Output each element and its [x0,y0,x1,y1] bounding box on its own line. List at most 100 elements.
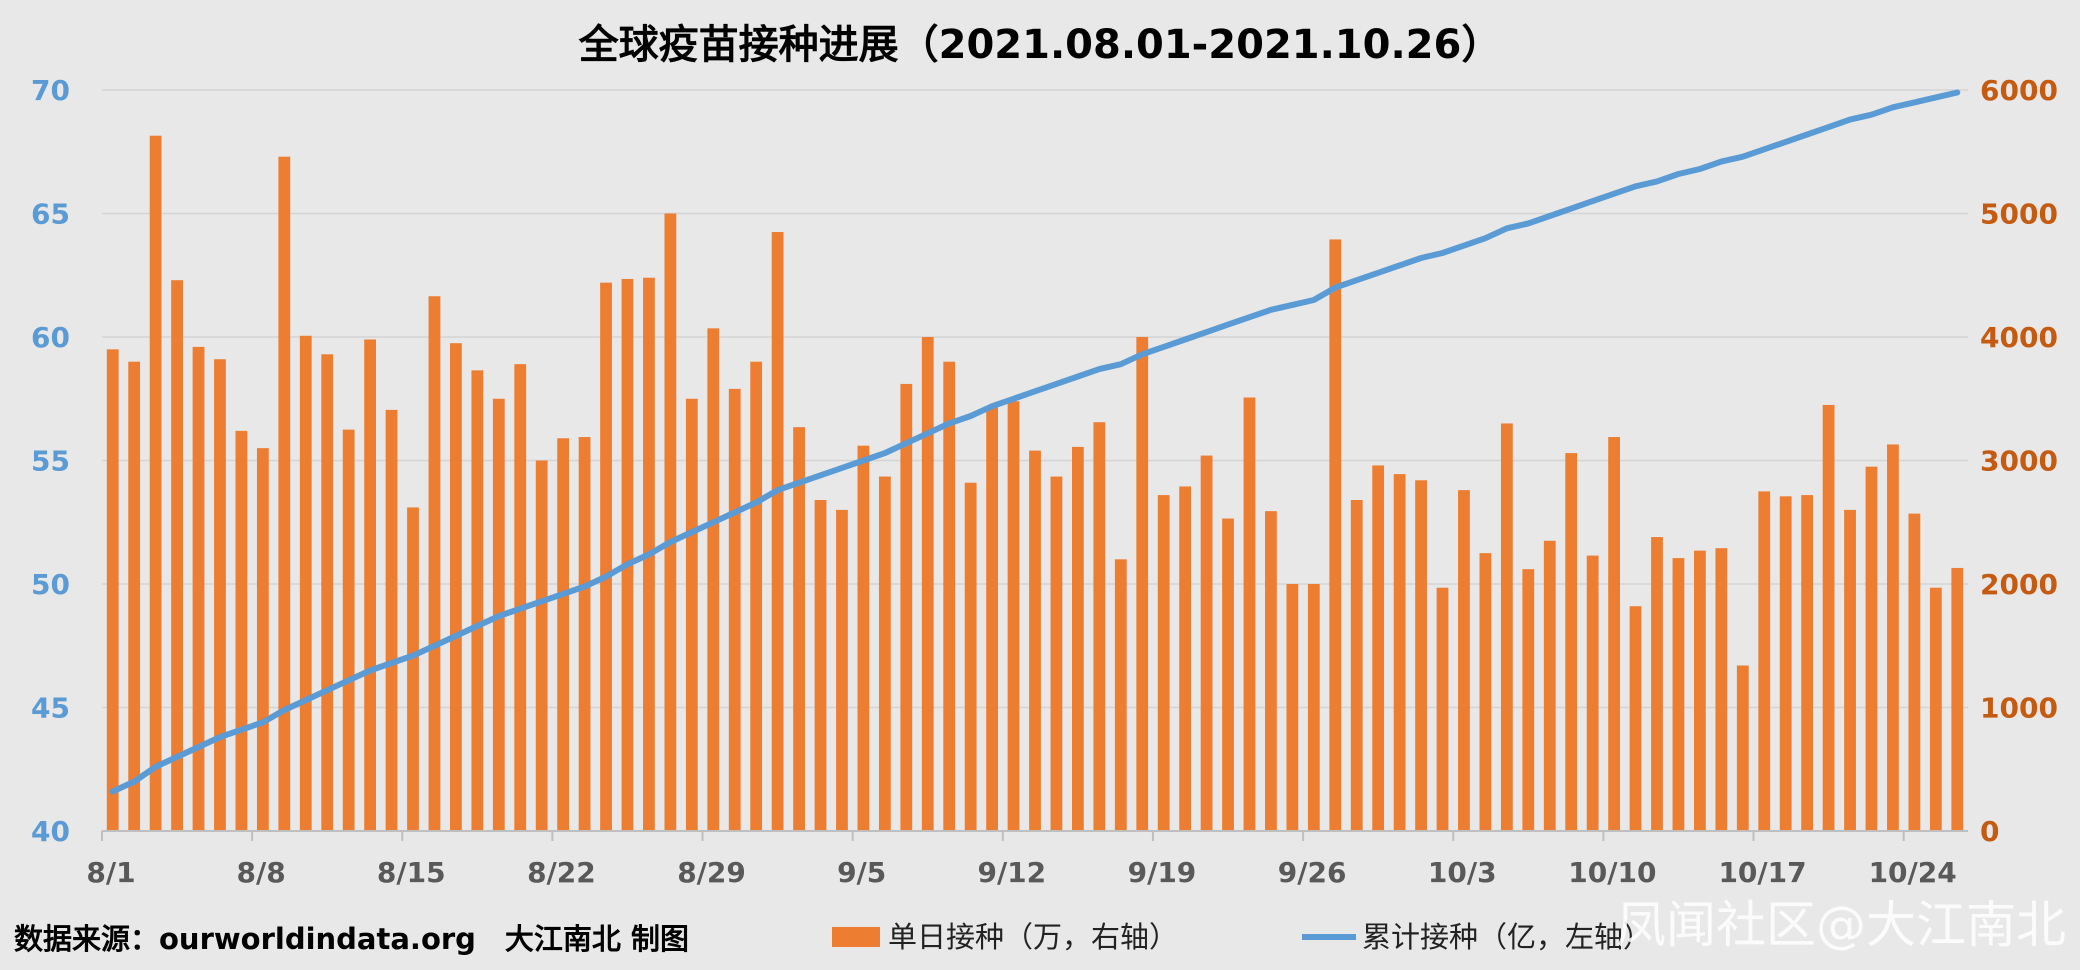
bar [278,156,291,831]
bar [1007,401,1020,831]
bar [1844,509,1856,831]
bar [814,500,827,831]
bar [171,280,183,831]
bar [535,460,548,831]
y-right-tick-label: 3000 [1980,445,2058,478]
bar [600,282,612,831]
bar [1243,397,1256,831]
watermark: 凤闻社区@大江南北 [1616,896,2066,954]
bar [128,361,141,831]
bar [1586,555,1599,831]
bar [728,388,741,831]
bar [106,349,119,831]
bar [1693,550,1706,831]
y-right-tick-label: 1000 [1980,692,2058,725]
bar-series [106,135,1964,832]
bar [364,339,377,831]
x-tick-label: 10/10 [1568,856,1656,889]
bar [1887,444,1899,831]
bar [1050,476,1063,831]
legend-bar-swatch [832,927,880,947]
bar [1736,665,1749,831]
bar [1715,548,1728,831]
y-left-tick-label: 55 [31,445,70,478]
bar [771,232,784,831]
bar [964,482,977,831]
cumulative-line [109,89,1961,795]
bar [1157,495,1170,831]
x-tick-label: 10/17 [1718,856,1806,889]
bar [1651,537,1663,831]
bar [1629,606,1642,831]
legend: 单日接种（万，右轴） 累计接种（亿，左轴） [832,920,1652,954]
bar [514,364,527,831]
x-tick-label: 9/19 [1128,856,1197,889]
bar [1222,518,1234,831]
bar [1415,480,1427,831]
bar [1929,587,1942,831]
bar [385,409,398,831]
bar [1908,513,1921,831]
line-series [109,89,1961,795]
bar [1350,500,1363,831]
bar [342,429,355,831]
bar [664,213,677,831]
bar [1458,490,1470,831]
bar [621,278,634,832]
bar [1179,486,1192,831]
bar [1265,511,1277,831]
bar [836,509,848,831]
bar [1822,404,1835,831]
x-axis: 8/1 8/8 8/15 8/22 8/29 9/5 9/12 9/19 9/26 10/3 10/… [86,830,1968,889]
bar [1286,584,1299,831]
bar [321,354,334,831]
x-tick-label: 8/15 [377,856,446,889]
chart-title: 全球疫苗接种进展（2021.08.01-2021.10.26） [578,22,1502,68]
bar [1029,450,1041,831]
x-tick-label: 9/5 [837,856,886,889]
y-right-tick-label: 2000 [1980,568,2058,601]
bar [943,361,956,831]
bar [557,438,570,831]
bar [1200,455,1213,831]
legend-line-label: 累计接种（亿，左轴） [1362,920,1652,954]
bar [1329,239,1342,831]
bar [1479,553,1492,831]
bar [1565,453,1578,831]
bar [299,335,312,831]
y-right-tick-label: 0 [1980,815,1999,848]
x-tick-label: 10/3 [1428,856,1497,889]
bar [750,361,763,831]
y-axis-right: 0 1000 2000 3000 4000 5000 6000 [1980,74,2058,848]
bar [1801,495,1814,831]
bar [1136,337,1149,831]
bar [793,427,805,831]
bar [1522,569,1535,831]
bar [857,445,870,831]
bar [1071,446,1084,831]
source-note: 数据来源：ourworldindata.org 大江南北 制图 [14,922,689,956]
bar [1372,465,1385,831]
bar [578,437,591,831]
bar [878,476,891,831]
y-left-tick-label: 70 [31,74,70,107]
bar [900,383,913,831]
bar [986,407,999,831]
x-tick-label: 8/8 [237,856,286,889]
bar [1393,474,1406,831]
y-right-tick-label: 5000 [1980,198,2058,231]
bar [707,328,720,831]
bar [1436,587,1449,831]
y-left-tick-label: 40 [31,815,70,848]
bar [1500,423,1513,831]
bar [428,296,441,831]
bar [1093,422,1106,831]
x-tick-label: 8/22 [527,856,596,889]
bar [685,398,698,831]
bar [449,343,462,831]
bar [1608,437,1621,831]
y-right-tick-label: 4000 [1980,321,2058,354]
x-tick-label: 10/24 [1869,856,1957,889]
y-right-tick-label: 6000 [1980,74,2058,107]
